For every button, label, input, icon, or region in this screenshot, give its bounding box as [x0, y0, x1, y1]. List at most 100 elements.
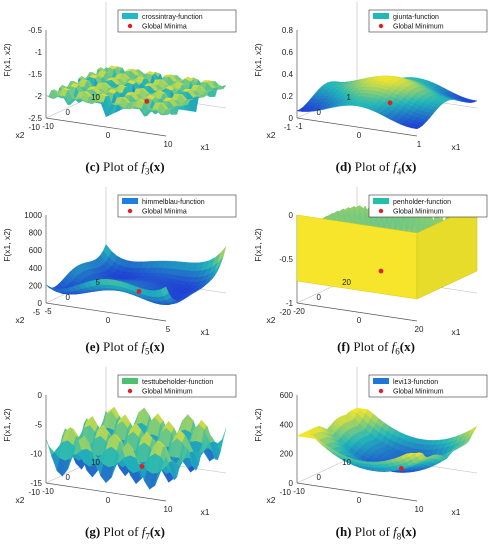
panel-caption: (c) Plot of f3(x)	[5, 159, 245, 177]
legend-swatch	[373, 13, 389, 19]
surface-plot: -0.5 -1 -1.5 -2 -2.5-10 0 10 10 0 -10 F(x1, x2) x1 x…	[2, 2, 237, 152]
z-tick-label: 400	[29, 264, 43, 273]
global-minimum-marker	[387, 100, 393, 106]
z-tick-label: -5	[35, 420, 43, 429]
z-tick-label: 0.2	[282, 92, 294, 101]
caption-function: f	[393, 159, 397, 174]
surface-plot: 0 -0.5 -1-20 0 20 20 0 -20 F(x1, x2) x1 x2 penholde…	[253, 187, 488, 337]
x1-tick-label: 0	[357, 496, 362, 505]
x2-tick-label: -1	[284, 123, 292, 132]
x2-tick-label: 5	[96, 278, 101, 287]
z-tick-label: -15	[30, 479, 42, 488]
z-tick-label: 800	[29, 229, 43, 238]
caption-subscript: 5	[144, 346, 150, 357]
z-tick-label: -1.5	[28, 70, 42, 79]
x1-tick-label: -5	[44, 307, 52, 316]
legend-minimum-label: Global Minimum	[393, 209, 444, 216]
caption-subscript: 4	[396, 166, 402, 177]
z-tick-label: 600	[29, 246, 43, 255]
x2-tick-label: 0	[66, 293, 71, 302]
z-tick-label: -0.5	[28, 26, 42, 35]
x1-tick-label: 10	[164, 505, 173, 514]
x1-axis-label: x1	[452, 327, 461, 337]
x2-tick-label: -10	[28, 488, 40, 497]
caption-text: Plot of	[351, 524, 394, 539]
caption-subscript: 7	[145, 531, 150, 542]
x2-axis-label: x2	[267, 130, 276, 140]
x2-tick-label: 0	[317, 293, 322, 302]
x1-tick-label: 20	[415, 325, 424, 334]
x1-tick-labels: -10 0 10	[293, 487, 424, 514]
caption-function: f	[391, 339, 396, 354]
x1-tick-label: 0	[357, 131, 362, 140]
z-tick-label: 0	[38, 391, 43, 400]
legend-surface-label: testtubeholder-function	[142, 379, 213, 386]
caption-function: f	[141, 339, 145, 354]
legend-swatch	[373, 378, 389, 384]
plot-panel-e: 1000 800 600 400 200 0 -5 0 5 5 0 -5 F(x1, x2) x1 x2 hi…	[0, 185, 251, 365]
x1-tick-label: 10	[415, 505, 424, 514]
x2-tick-label: 10	[91, 458, 100, 467]
caption-tag: (e)	[85, 339, 100, 354]
x2-tick-label: 10	[342, 458, 351, 467]
z-axis-label: F(x1, x2)	[2, 43, 12, 77]
x1-tick-label: 0	[106, 316, 111, 325]
x2-tick-label: -20	[279, 308, 291, 317]
z-axis-label: F(x1, x2)	[2, 228, 12, 262]
legend-marker	[378, 23, 384, 29]
z-tick-labels: 0 -0.5 -1	[279, 211, 293, 308]
legend-marker	[127, 388, 133, 394]
caption-argument: (x)	[399, 339, 415, 354]
x2-tick-label: -5	[33, 308, 41, 317]
caption-tag: (f)	[337, 339, 351, 354]
caption-tag: (c)	[85, 159, 100, 174]
x2-tick-label: 10	[91, 93, 100, 102]
legend-marker	[378, 388, 384, 394]
surface-mesh	[296, 407, 478, 473]
surface-mesh	[45, 406, 227, 490]
z-tick-labels: -0.5 -1 -1.5 -2 -2.5	[28, 26, 42, 123]
x2-axis-label: x2	[267, 315, 276, 325]
z-tick-label: 0	[289, 114, 294, 123]
z-tick-label: 0	[289, 479, 294, 488]
global-minimum-marker	[139, 464, 145, 469]
x1-tick-labels: -1 0 1	[295, 122, 421, 149]
x1-tick-label: -20	[293, 307, 305, 316]
panel-caption: (g) Plot of f7(x)	[5, 524, 245, 542]
z-tick-label: -1	[35, 48, 43, 57]
caption-function: f	[393, 524, 397, 539]
legend-surface-label: himmelblau-function	[142, 199, 205, 206]
z-tick-labels: 0.8 0.6 0.4 0.2 0	[282, 26, 294, 123]
caption-text: Plot of	[350, 339, 392, 354]
surface-mesh	[45, 65, 227, 118]
legend-marker	[127, 208, 133, 214]
legend: testtubeholder-function Global Minimum	[117, 374, 237, 398]
x2-tick-labels: 100-10	[279, 458, 351, 497]
surface-mesh	[45, 244, 227, 305]
legend-minimum-label: Global Minima	[142, 24, 187, 31]
z-tick-labels: 1000 800 600 400 200 0	[24, 211, 42, 308]
surface-walls	[296, 204, 478, 300]
legend-minimum-label: Global Minimum	[393, 389, 444, 396]
legend: himmelblau-function Global Minima	[117, 194, 237, 218]
x1-tick-label: -10	[293, 487, 305, 496]
z-axis-label: F(x1, x2)	[253, 408, 263, 442]
x2-tick-labels: 100-10	[28, 93, 100, 132]
x2-tick-label: 0	[317, 473, 322, 482]
panel-caption: (h) Plot of f8(x)	[256, 524, 496, 542]
panel-caption: (d) Plot of f4(x)	[256, 159, 496, 177]
x1-tick-labels: -10 0 10	[42, 487, 173, 514]
x2-tick-label: -10	[28, 123, 40, 132]
caption-argument: (x)	[401, 524, 417, 539]
x1-tick-label: -10	[42, 122, 54, 131]
legend-minimum-label: Global Minimum	[142, 389, 193, 396]
z-tick-label: -0.5	[279, 255, 293, 264]
x1-tick-label: 0	[357, 316, 362, 325]
x2-axis-label: x2	[16, 495, 25, 505]
caption-subscript: 3	[144, 166, 150, 177]
z-tick-labels: 600 400 200 0	[280, 391, 294, 488]
x1-tick-labels: -10 0 10	[42, 122, 173, 149]
caption-tag: (h)	[335, 524, 352, 539]
